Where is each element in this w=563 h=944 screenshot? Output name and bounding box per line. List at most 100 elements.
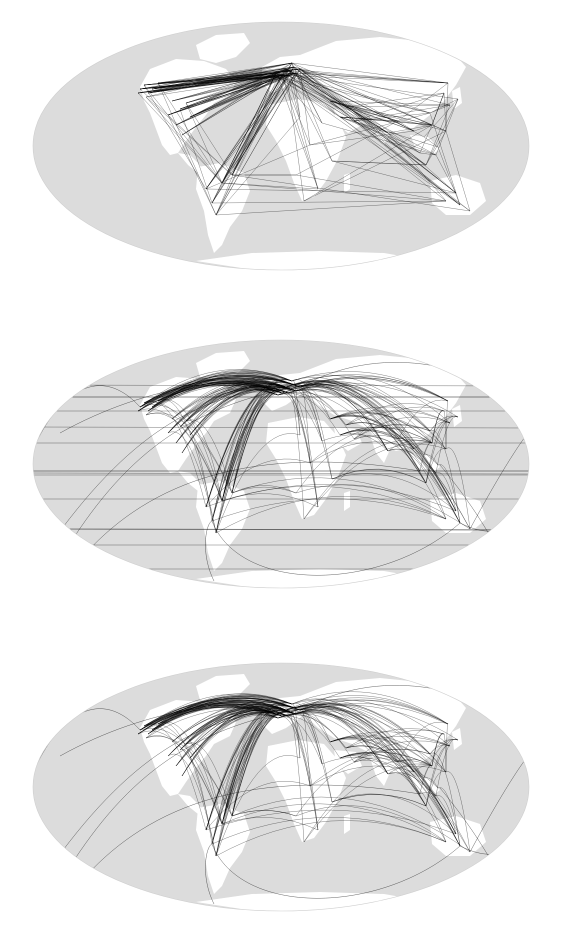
- route-line: [429, 744, 451, 755]
- route-line: [157, 68, 287, 84]
- route-line: [339, 752, 399, 763]
- route-line: [291, 699, 447, 773]
- route-line: [215, 433, 301, 534]
- route-line: [171, 702, 295, 743]
- route-line: [423, 454, 439, 466]
- route-line: [445, 723, 449, 773]
- land-japan: [452, 87, 462, 109]
- route-line: [221, 486, 447, 520]
- route-line: [339, 429, 439, 466]
- route-line: [231, 716, 279, 817]
- route-line: [437, 787, 461, 847]
- land-asia: [300, 678, 466, 774]
- route-line: [145, 412, 233, 494]
- route-line: [329, 406, 451, 424]
- route-line: [231, 74, 283, 176]
- route-line: [293, 381, 461, 524]
- route-line: [309, 441, 415, 464]
- route-line: [175, 699, 293, 767]
- land-japan: [452, 405, 462, 427]
- land-new-zealand: [492, 856, 500, 872]
- route-line: [145, 96, 233, 176]
- route-line: [277, 76, 461, 206]
- route-line: [231, 174, 471, 212]
- route-line: [157, 62, 293, 84]
- route-line: [387, 772, 447, 843]
- route-line: [289, 385, 461, 524]
- route-line: [293, 66, 323, 124]
- route-line: [431, 733, 445, 767]
- route-line: [331, 473, 457, 512]
- route-line: [179, 425, 213, 522]
- land-south-america: [196, 481, 250, 571]
- route-line: [345, 745, 415, 773]
- route-line: [285, 68, 389, 134]
- route-line: [175, 705, 287, 767]
- land-africa: [266, 740, 346, 842]
- route-line: [425, 745, 451, 807]
- route-line: [295, 703, 449, 725]
- route-line: [345, 410, 451, 426]
- route-line: [397, 120, 415, 132]
- route-line: [285, 382, 415, 450]
- route-line: [435, 154, 457, 194]
- route-line: [285, 68, 305, 202]
- route-line: [299, 703, 431, 755]
- route-line: [339, 754, 437, 797]
- route-line: [285, 706, 421, 795]
- route-line: [143, 376, 301, 404]
- route-line: [429, 430, 461, 524]
- route-line: [205, 68, 287, 190]
- route-line: [345, 736, 451, 749]
- route-line: [221, 708, 287, 825]
- route-line: [179, 749, 213, 845]
- route-line: [137, 408, 223, 502]
- route-line: [185, 102, 223, 184]
- route-line: [215, 496, 447, 534]
- route-line: [295, 72, 389, 134]
- route-line: [425, 98, 459, 166]
- route-line: [85, 784, 421, 877]
- route-line: [221, 711, 297, 825]
- route-line: [277, 716, 323, 765]
- route-line: [179, 707, 297, 751]
- route-line: [445, 447, 471, 530]
- land-madagascar: [344, 173, 350, 193]
- route-line: [189, 387, 297, 436]
- route-line: [221, 817, 319, 831]
- route-line: [331, 794, 427, 807]
- route-line: [429, 104, 451, 114]
- route-line: [299, 68, 389, 134]
- route-line: [423, 136, 439, 148]
- route-line: [339, 753, 439, 789]
- route-line: [293, 383, 323, 442]
- route-line: [185, 420, 223, 502]
- route-line: [139, 88, 233, 176]
- route-line: [221, 713, 277, 825]
- route-line: [331, 160, 427, 166]
- route-line: [295, 805, 447, 843]
- route-line: [277, 393, 323, 442]
- route-line: [339, 116, 439, 148]
- route-line: [157, 399, 217, 534]
- route-line: [291, 62, 421, 154]
- route-line: [387, 763, 433, 775]
- route-line: [205, 458, 311, 508]
- route-line: [205, 707, 287, 831]
- route-line: [419, 792, 437, 797]
- land-australia: [430, 175, 486, 215]
- route-line: [331, 160, 457, 194]
- route-line: [419, 124, 433, 154]
- route-line: [423, 777, 439, 789]
- route-line: [295, 484, 447, 520]
- route-line: [143, 68, 301, 86]
- route-line: [353, 435, 421, 472]
- route-line: [157, 82, 223, 184]
- route-line: [285, 68, 449, 84]
- route-line: [147, 702, 291, 735]
- route-line: [291, 698, 421, 795]
- route-line: [221, 708, 301, 825]
- land-africa: [266, 417, 346, 519]
- route-line: [275, 72, 427, 166]
- route-line: [231, 76, 279, 176]
